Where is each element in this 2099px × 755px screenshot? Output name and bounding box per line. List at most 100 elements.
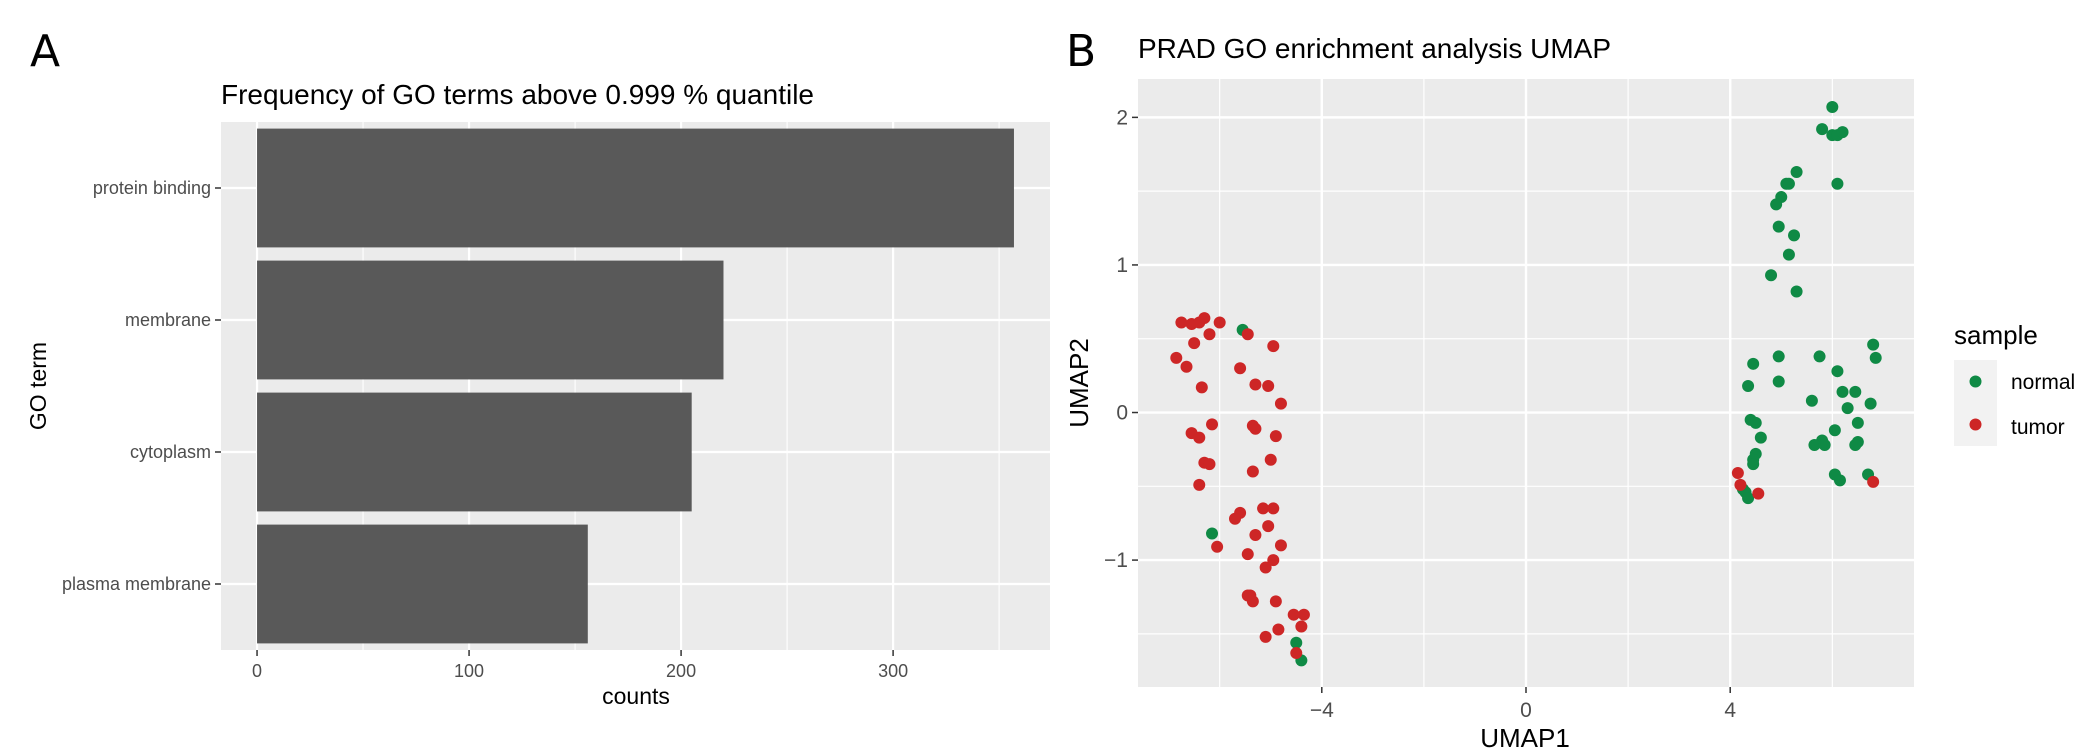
legend: sample normal tumor <box>1954 320 2075 446</box>
x-tick-label: 300 <box>878 661 908 681</box>
point-tumor <box>1180 360 1193 373</box>
y-tick-label: cytoplasm <box>130 442 211 462</box>
y-tick-label: 1 <box>1116 254 1128 277</box>
point-normal <box>1867 338 1880 351</box>
point-tumor <box>1290 647 1303 660</box>
point-tumor <box>1249 378 1262 391</box>
point-tumor <box>1234 362 1247 375</box>
point-normal <box>1841 402 1854 415</box>
point-tumor <box>1249 529 1262 541</box>
point-tumor <box>1734 478 1747 491</box>
chart-a-x-axis-title: counts <box>602 683 670 709</box>
point-normal <box>1772 220 1785 233</box>
point-tumor <box>1274 539 1287 552</box>
point-tumor <box>1752 487 1765 500</box>
point-tumor <box>1267 554 1280 567</box>
bar <box>257 524 588 644</box>
point-tumor <box>1274 397 1287 410</box>
point-normal <box>1864 397 1877 410</box>
point-tumor <box>1262 379 1275 392</box>
x-tick-label: 4 <box>1724 699 1736 722</box>
panel-a-bar-chart: A Frequency of GO terms above 0.999 % qu… <box>25 26 1050 709</box>
y-tick-label: plasma membrane <box>62 574 211 594</box>
bar <box>257 260 724 380</box>
point-normal <box>1788 229 1801 242</box>
point-normal <box>1742 379 1755 392</box>
point-tumor <box>1195 381 1208 394</box>
y-tick-label: 2 <box>1116 106 1128 129</box>
point-normal <box>1790 165 1803 178</box>
chart-a-title: Frequency of GO terms above 0.999 % quan… <box>221 79 814 110</box>
plot-b-points <box>1170 101 1882 667</box>
point-tumor <box>1269 430 1282 443</box>
legend-label-normal: normal <box>2011 371 2075 394</box>
point-tumor <box>1170 351 1183 364</box>
point-tumor <box>1193 478 1206 491</box>
point-tumor <box>1203 328 1216 341</box>
panel-label-a: A <box>30 26 60 77</box>
point-tumor <box>1241 548 1254 561</box>
chart-b-title: PRAD GO enrichment analysis UMAP <box>1138 33 1611 64</box>
point-normal <box>1772 375 1785 388</box>
point-tumor <box>1295 620 1308 633</box>
chart-b-x-axis-title: UMAP1 <box>1480 723 1570 753</box>
point-normal <box>1831 177 1844 190</box>
point-normal <box>1836 385 1849 398</box>
point-tumor <box>1211 540 1224 553</box>
point-normal <box>1772 350 1785 363</box>
point-tumor <box>1241 328 1254 341</box>
point-tumor <box>1867 475 1880 488</box>
chart-b-y-axis-title: UMAP2 <box>1064 338 1094 428</box>
point-normal <box>1782 177 1795 190</box>
point-tumor <box>1267 502 1280 515</box>
plot-b-y-axis: −1 0 1 2 <box>1104 106 1138 572</box>
point-tumor <box>1188 337 1201 350</box>
point-tumor <box>1287 608 1300 621</box>
point-normal <box>1851 416 1864 429</box>
plot-a-y-axis: protein binding membrane cytoplasm plasma m… <box>62 178 221 594</box>
point-normal <box>1828 424 1841 437</box>
point-normal <box>1869 351 1882 364</box>
point-normal <box>1749 416 1762 429</box>
point-tumor <box>1259 630 1272 643</box>
point-normal <box>1770 198 1783 211</box>
x-tick-label: 0 <box>1520 699 1532 722</box>
point-normal <box>1290 636 1303 649</box>
point-normal <box>1808 438 1821 451</box>
panel-b-scatter-chart: B PRAD GO enrichment analysis UMAP −1 0 1 2… <box>1064 26 2075 753</box>
x-tick-label: 200 <box>666 661 696 681</box>
bar <box>257 128 1014 248</box>
point-tumor <box>1269 595 1282 608</box>
y-tick-label: membrane <box>125 310 211 330</box>
point-normal <box>1790 285 1803 298</box>
y-tick-label: 0 <box>1116 402 1128 425</box>
point-tumor <box>1264 453 1277 466</box>
point-tumor <box>1246 595 1259 608</box>
point-tumor <box>1213 316 1226 329</box>
y-tick-label: −1 <box>1104 549 1128 572</box>
point-normal <box>1813 350 1826 363</box>
point-normal <box>1805 394 1818 407</box>
point-tumor <box>1193 431 1206 444</box>
point-normal <box>1831 365 1844 378</box>
point-normal <box>1206 527 1219 540</box>
legend-key-tumor <box>1969 418 1982 431</box>
point-tumor <box>1272 623 1285 636</box>
point-tumor <box>1249 422 1262 435</box>
bar <box>257 392 692 512</box>
point-tumor <box>1297 608 1310 621</box>
legend-key-normal <box>1969 375 1982 388</box>
plot-b-x-axis: −4 0 4 <box>1310 687 1736 722</box>
point-normal <box>1742 492 1755 505</box>
legend-label-tumor: tumor <box>2011 416 2065 439</box>
point-tumor <box>1229 512 1241 525</box>
point-normal <box>1782 248 1795 261</box>
point-normal <box>1826 101 1839 114</box>
point-tumor <box>1206 418 1219 431</box>
point-normal <box>1765 269 1778 282</box>
panel-label-b: B <box>1066 26 1096 77</box>
point-normal <box>1849 438 1862 451</box>
point-normal <box>1816 123 1829 136</box>
point-tumor <box>1193 316 1206 329</box>
y-tick-label: protein binding <box>93 178 211 198</box>
